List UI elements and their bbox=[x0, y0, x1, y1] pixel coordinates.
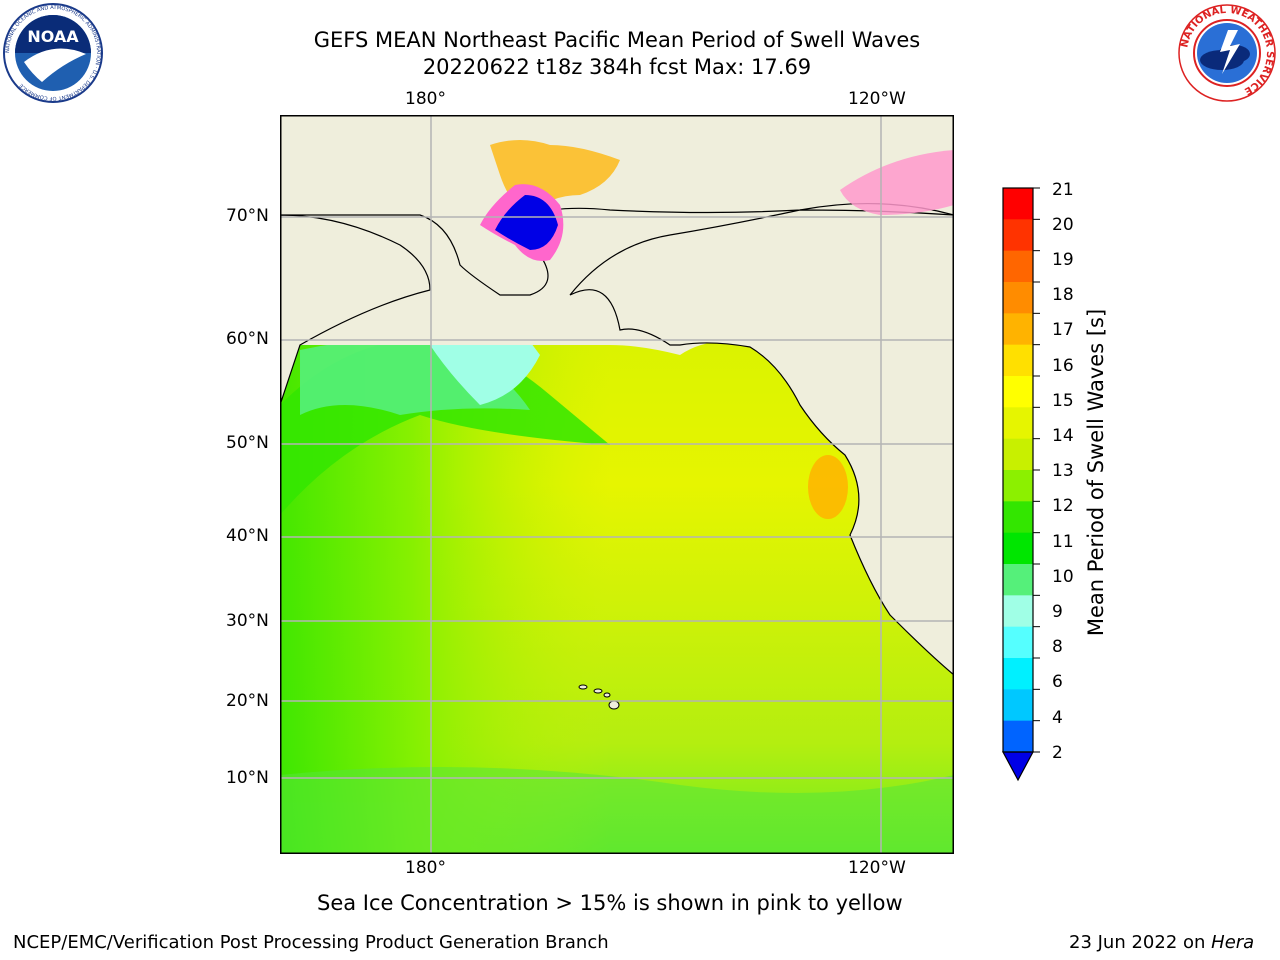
hawaii-islands bbox=[578, 684, 620, 710]
lat-label-50n: 50°N bbox=[226, 433, 269, 453]
cb-tick-15: 15 bbox=[1052, 391, 1074, 411]
colorbar-segment bbox=[1003, 595, 1033, 628]
cb-tick-6: 6 bbox=[1052, 672, 1063, 692]
cb-tick-13: 13 bbox=[1052, 461, 1074, 481]
colorbar-segment bbox=[1003, 626, 1033, 659]
cb-tick-2: 2 bbox=[1052, 743, 1063, 763]
colorbar-segment bbox=[1003, 344, 1033, 377]
footer-date: 23 Jun 2022 on Hera bbox=[1069, 932, 1254, 953]
colorbar-segment bbox=[1003, 564, 1033, 596]
colorbar-segment bbox=[1003, 689, 1033, 722]
cb-tick-9: 9 bbox=[1052, 602, 1063, 622]
cb-tick-10: 10 bbox=[1052, 567, 1074, 587]
cb-tick-16: 16 bbox=[1052, 356, 1074, 376]
footer-date-text: 23 Jun 2022 on bbox=[1069, 932, 1212, 953]
lat-label-70n: 70°N bbox=[226, 206, 269, 226]
lat-label-40n: 40°N bbox=[226, 526, 269, 546]
lat-label-60n: 60°N bbox=[226, 329, 269, 349]
cb-tick-18: 18 bbox=[1052, 285, 1074, 305]
footer-credit: NCEP/EMC/Verification Post Processing Pr… bbox=[13, 932, 609, 953]
colorbar-label-wrap: Mean Period of Swell Waves [s] bbox=[1084, 290, 1114, 655]
cb-tick-4: 4 bbox=[1052, 708, 1063, 728]
sea-ice-note: Sea Ice Concentration > 15% is shown in … bbox=[317, 891, 903, 915]
cb-tick-21: 21 bbox=[1052, 180, 1074, 200]
land-north-america bbox=[569, 209, 954, 676]
colorbar-segment bbox=[1003, 282, 1033, 314]
colorbar-segment bbox=[1003, 501, 1033, 534]
colorbar-segment bbox=[1003, 313, 1033, 346]
colorbar-segment bbox=[1003, 407, 1033, 440]
footer-host: Hera bbox=[1211, 932, 1255, 953]
lat-label-30n: 30°N bbox=[226, 611, 269, 631]
colorbar-label: Mean Period of Swell Waves [s] bbox=[1084, 308, 1108, 637]
sea-ice-east bbox=[840, 150, 954, 215]
colorbar-segment bbox=[1003, 219, 1033, 252]
nws-logo: NATIONAL WEATHER SERVICE bbox=[1176, 2, 1278, 104]
map-gridlines bbox=[280, 115, 954, 854]
map-canvas bbox=[280, 115, 954, 854]
cb-tick-19: 19 bbox=[1052, 250, 1074, 270]
top-lon-label-180: 180° bbox=[405, 89, 446, 109]
colorbar-segment bbox=[1003, 188, 1033, 220]
chart-title: GEFS MEAN Northeast Pacific Mean Period … bbox=[313, 28, 921, 52]
bottom-lon-label-180: 180° bbox=[405, 858, 446, 878]
colorbar-segment bbox=[1003, 376, 1033, 408]
lat-label-10n: 10°N bbox=[226, 768, 269, 788]
chart-subtitle: 20220622 t18z 384h fcst Max: 17.69 bbox=[422, 55, 812, 79]
map-panel bbox=[280, 115, 954, 854]
map-border bbox=[280, 115, 954, 854]
cb-tick-17: 17 bbox=[1052, 320, 1074, 340]
colorbar-segment bbox=[1003, 532, 1033, 565]
orange-swell-patch bbox=[808, 455, 848, 519]
colorbar-ticks: 21 20 19 18 17 16 15 14 13 12 11 10 9 8 … bbox=[1052, 0, 1112, 960]
ocean-south-band bbox=[280, 767, 954, 854]
land-siberia bbox=[280, 214, 431, 406]
cb-tick-11: 11 bbox=[1052, 532, 1074, 552]
colorbar-segment bbox=[1003, 658, 1033, 690]
colorbar-under-arrow bbox=[1001, 751, 1035, 782]
colorbar-segment bbox=[1003, 438, 1033, 471]
cb-tick-12: 12 bbox=[1052, 496, 1074, 516]
cb-tick-14: 14 bbox=[1052, 426, 1074, 446]
bottom-lon-label-120w: 120°W bbox=[848, 858, 906, 878]
noaa-logo-text: NOAA bbox=[27, 27, 79, 46]
colorbar bbox=[1000, 186, 1040, 786]
colorbar-canvas bbox=[1001, 187, 1040, 782]
top-lon-label-120w: 120°W bbox=[848, 89, 906, 109]
noaa-logo: NOAA NATIONAL OCEANIC AND ATMOSPHERIC AD… bbox=[2, 2, 104, 104]
cb-tick-20: 20 bbox=[1052, 215, 1074, 235]
sea-ice-blue bbox=[495, 195, 558, 250]
colorbar-segment bbox=[1003, 470, 1033, 502]
lat-label-20n: 20°N bbox=[226, 691, 269, 711]
colorbar-segment bbox=[1003, 720, 1033, 753]
colorbar-segment bbox=[1003, 250, 1033, 283]
cb-tick-8: 8 bbox=[1052, 637, 1063, 657]
